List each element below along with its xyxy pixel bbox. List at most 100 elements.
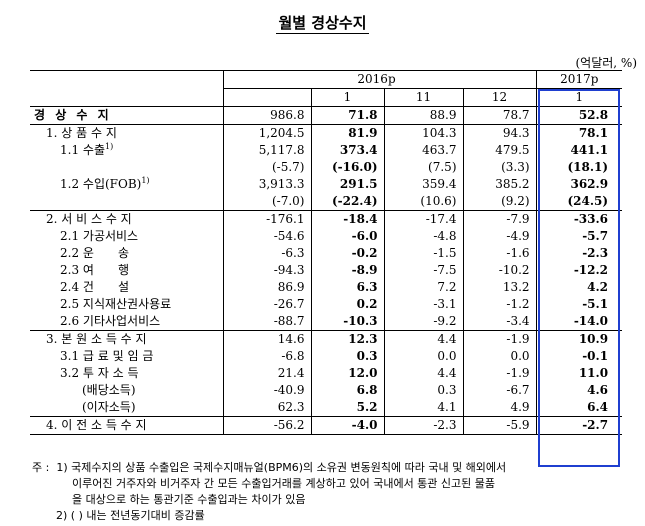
table-cell: -3.1 — [383, 296, 463, 313]
table-cell: -6.3 — [222, 245, 311, 262]
table-cell: (-16.0) — [310, 159, 384, 176]
row-label: 4. 이 전 소 득 수 지 — [30, 416, 223, 435]
table-cell: -6.8 — [222, 348, 311, 365]
table-cell: 13.2 — [462, 279, 537, 296]
table-cell: (-7.0) — [222, 193, 311, 211]
table-row: 2.2 운 송 -6.3 -0.2 -1.5 -1.6 -2.3 — [30, 245, 623, 262]
table-row: (배당소득) -40.9 6.8 0.3 -6.7 4.6 — [30, 382, 623, 399]
table-cell: 986.8 — [222, 106, 311, 125]
table-cell: -7.9 — [462, 210, 537, 228]
table-cell: -3.4 — [462, 313, 537, 331]
table-cell: 5,117.8 — [222, 142, 311, 159]
table-cell: -4.8 — [383, 228, 463, 245]
row-label: (이자소득) — [82, 400, 136, 414]
table-cell: 5.2 — [310, 399, 384, 417]
table-cell: 463.7 — [383, 142, 463, 159]
header-month-2016-11: 11 — [383, 88, 463, 107]
table-cell: 4.2 — [535, 279, 623, 296]
footnote-1-line3: 을 대상으로 하는 통관기준 수출입과는 차이가 있음 — [72, 493, 306, 506]
table-cell: -9.2 — [383, 313, 463, 331]
table-row: 4. 이 전 소 득 수 지 -56.2 -4.0 -2.3 -5.9 -2.7 — [30, 416, 623, 435]
table-cell: -10.3 — [310, 313, 384, 331]
table-cell: 0.0 — [462, 348, 537, 365]
row-label: 1. 상 품 수 지 — [30, 124, 223, 142]
table-cell: -1.6 — [462, 245, 537, 262]
table-cell: 6.4 — [535, 399, 623, 417]
row-label: 경 상 수 지 — [30, 106, 223, 125]
table-row: 2. 서 비 스 수 지 -176.1 -18.4 -17.4 -7.9 -33.6 — [30, 210, 623, 228]
table-cell: 10.9 — [535, 330, 623, 348]
table-cell: (9.2) — [462, 193, 537, 211]
table-row: (이자소득) 62.3 5.2 4.1 4.9 6.4 — [30, 399, 623, 417]
table-cell: 78.7 — [462, 106, 537, 125]
table-cell: -14.0 — [535, 313, 623, 331]
table-cell: 52.8 — [535, 106, 623, 125]
table-cell: -94.3 — [222, 262, 311, 279]
header-2016: 2016p — [222, 70, 537, 89]
table-cell: -0.1 — [535, 348, 623, 365]
row-label: 3. 본 원 소 득 수 지 — [30, 330, 223, 348]
header-month-2016-1: 1 — [310, 88, 384, 107]
row-label: 3.1 급 료 및 임 금 — [60, 349, 154, 363]
table-cell: 21.4 — [222, 365, 311, 382]
table-row: (-7.0) (-22.4) (10.6) (9.2) (24.5) — [30, 193, 623, 211]
row-label: 2.6 기타사업서비스 — [60, 314, 161, 328]
row-label: 2.4 건 설 — [60, 280, 129, 294]
table-cell: -2.7 — [535, 416, 623, 435]
table-cell: (18.1) — [535, 159, 623, 176]
table-cell: -40.9 — [222, 382, 311, 399]
table-cell: 359.4 — [383, 176, 463, 193]
row-label: (배당소득) — [82, 383, 136, 397]
table-cell: -6.0 — [310, 228, 384, 245]
row-label: 2.5 지식재산권사용료 — [60, 297, 172, 311]
table-cell: (-5.7) — [222, 159, 311, 176]
table-row: 2.1 가공서비스 -54.6 -6.0 -4.8 -4.9 -5.7 — [30, 228, 623, 245]
table-cell: -7.5 — [383, 262, 463, 279]
table-cell: -1.5 — [383, 245, 463, 262]
table-cell: -1.9 — [462, 330, 537, 348]
row-label: 2.1 가공서비스 — [60, 229, 139, 243]
row-label — [30, 159, 223, 176]
table-cell: 0.3 — [383, 382, 463, 399]
header-month-2017-1: 1 — [535, 88, 623, 107]
table-cell: 291.5 — [310, 176, 384, 193]
table-cell: 6.3 — [310, 279, 384, 296]
table-cell: (10.6) — [383, 193, 463, 211]
table-cell: -33.6 — [535, 210, 623, 228]
table-cell: 14.6 — [222, 330, 311, 348]
table-row: 2.3 여 행 -94.3 -8.9 -7.5 -10.2 -12.2 — [30, 262, 623, 279]
table-cell: -10.2 — [462, 262, 537, 279]
table-cell: -54.6 — [222, 228, 311, 245]
table-cell: 12.0 — [310, 365, 384, 382]
table-cell: 1,204.5 — [222, 124, 311, 142]
table-cell: 0.2 — [310, 296, 384, 313]
header-month-2016-12: 12 — [462, 88, 537, 107]
table-row: 1. 상 품 수 지 1,204.5 81.9 104.3 94.3 78.1 — [30, 124, 623, 142]
table-cell: 4.1 — [383, 399, 463, 417]
table-cell: 4.6 — [535, 382, 623, 399]
table-cell: 6.8 — [310, 382, 384, 399]
table-cell: -1.2 — [462, 296, 537, 313]
table-row: 3.1 급 료 및 임 금 -6.8 0.3 0.0 0.0 -0.1 — [30, 348, 623, 365]
table-cell: 86.9 — [222, 279, 311, 296]
row-label: 3.2 투 자 소 득 — [60, 366, 139, 380]
table-cell: 479.5 — [462, 142, 537, 159]
table-cell: (24.5) — [535, 193, 623, 211]
table-cell: -4.9 — [462, 228, 537, 245]
table-row: 1.1 수출1) 5,117.8 373.4 463.7 479.5 441.1 — [30, 142, 623, 159]
table-cell: 104.3 — [383, 124, 463, 142]
table-cell: 373.4 — [310, 142, 384, 159]
table-cell: -6.7 — [462, 382, 537, 399]
page-title: 월별 경상수지 — [276, 14, 369, 34]
footnote-2: 2) ( ) 내는 전년동기대비 증감률 — [56, 509, 205, 522]
table-cell: -2.3 — [383, 416, 463, 435]
table-cell: 4.9 — [462, 399, 537, 417]
table-cell: -5.9 — [462, 416, 537, 435]
unit-label: (억달러, %) — [575, 56, 637, 70]
table-cell: 441.1 — [535, 142, 623, 159]
table-cell: -1.9 — [462, 365, 537, 382]
table-body: 경 상 수 지 986.8 71.8 88.9 78.7 52.8 1. 상 품 수 지 1,… — [30, 106, 623, 435]
table-cell: -176.1 — [222, 210, 311, 228]
row-label: 2. 서 비 스 수 지 — [30, 210, 223, 228]
table-cell: 4.4 — [383, 365, 463, 382]
